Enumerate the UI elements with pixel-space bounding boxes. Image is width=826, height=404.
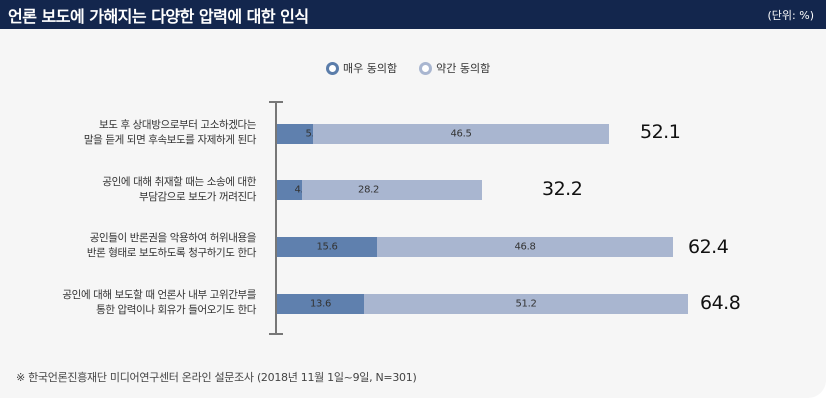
bar-segment-weak: 46.5	[313, 124, 609, 144]
category-label: 공인에 대해 보도할 때 언론사 내부 고위간부를 통한 압력이나 회유가 들어…	[0, 288, 256, 318]
label-line: 말을 듣게 되면 후속보도를 자제하게 된다	[83, 134, 257, 146]
label-line: 반론 형태로 보도하도록 청구하기도 한다	[86, 247, 257, 259]
category-label: 공인에 대해 취재할 때는 소송에 대한 부담감으로 보도가 꺼려진다	[0, 175, 256, 205]
segment-value: 28.2	[358, 184, 380, 196]
segment-value: 15.6	[316, 241, 338, 253]
label-line: 보도 후 상대방으로부터 고소하겠다는	[99, 119, 256, 131]
legend-dot-icon	[326, 61, 339, 75]
total-value: 62.4	[688, 236, 729, 258]
legend-item-weak: 약간 동의함	[419, 60, 490, 76]
bar-row: 13.6 51.2	[277, 294, 688, 314]
bar-segment-weak: 46.8	[377, 237, 673, 257]
category-label: 공인들이 반론권을 악용하여 허위내용을 반론 형태로 보도하도록 청구하기도 …	[0, 231, 257, 261]
source-footnote: ※ 한국언론진흥재단 미디어연구센터 온라인 설문조사 (2018년 11월 1…	[16, 371, 417, 384]
bar-segment-weak: 51.2	[364, 294, 688, 314]
legend-dot-icon	[419, 61, 433, 75]
chart-title: 언론 보도에 가해지는 다양한 압력에 대한 인식	[8, 7, 309, 26]
axis-tick-top	[269, 101, 283, 103]
bar-row: 15.6 46.8	[277, 237, 673, 257]
bar-segment-strong: 13.6	[277, 294, 364, 314]
segment-value: 13.6	[309, 298, 332, 310]
bar-segment-strong: 15.6	[277, 237, 377, 257]
y-axis-line	[275, 101, 277, 334]
bar-row: 4.0 28.2	[277, 180, 482, 200]
label-line: 공인에 대해 보도할 때 언론사 내부 고위간부를	[62, 289, 256, 301]
category-label: 보도 후 상대방으로부터 고소하겠다는 말을 듣게 되면 후속보도를 자제하게 …	[0, 118, 257, 148]
total-value: 32.2	[542, 178, 583, 200]
label-line: 통한 압력이나 회유가 들어오기도 한다	[96, 304, 256, 316]
total-value: 64.8	[700, 292, 741, 314]
bar-row: 5.6 46.5	[277, 124, 609, 144]
segment-value: 46.5	[450, 128, 472, 140]
segment-value: 51.2	[515, 298, 537, 310]
bar-segment-strong: 4.0	[277, 180, 310, 200]
label-line: 부담감으로 보도가 꺼려진다	[139, 191, 256, 203]
total-value: 52.1	[640, 121, 681, 143]
segment-value: 46.8	[514, 241, 536, 253]
legend-label: 매우 동의함	[343, 62, 398, 75]
bar-segment-weak: 28.2	[302, 180, 482, 200]
unit-label: (단위: %)	[767, 9, 814, 22]
legend: 매우 동의함 약간 동의함	[326, 60, 490, 76]
bar-segment-strong: 5.6	[277, 124, 321, 144]
legend-item-strong: 매우 동의함	[326, 60, 397, 76]
header-bar: 언론 보도에 가해지는 다양한 압력에 대한 인식 (단위: %)	[0, 0, 826, 29]
label-line: 공인들이 반론권을 악용하여 허위내용을	[89, 232, 257, 244]
label-line: 공인에 대해 취재할 때는 소송에 대한	[102, 176, 256, 188]
legend-label: 약간 동의함	[436, 62, 491, 75]
axis-tick-bottom	[269, 333, 283, 335]
